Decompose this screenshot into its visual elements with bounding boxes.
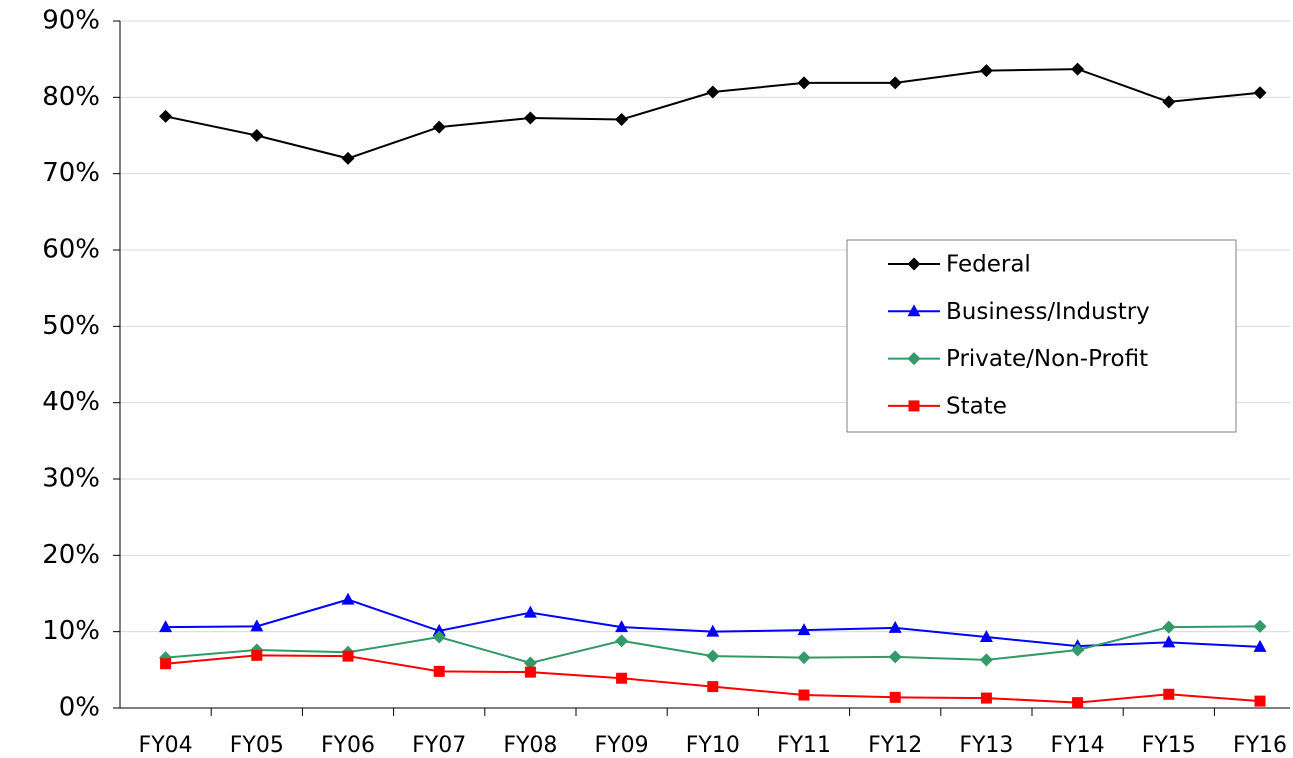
marker	[979, 630, 993, 643]
x-tick-label: FY11	[777, 733, 831, 758]
marker	[888, 76, 902, 90]
legend: Federal Business/Industry Private/Non-Prof…	[846, 239, 1237, 433]
y-tick-label: 90%	[42, 6, 100, 36]
x-tick-label: FY08	[503, 733, 557, 758]
marker	[797, 623, 811, 636]
legend-label: Federal	[946, 252, 1031, 278]
marker	[1072, 697, 1084, 709]
marker	[524, 666, 536, 678]
series-line	[165, 598, 1261, 648]
y-tick-label: 30%	[42, 464, 100, 494]
marker	[616, 672, 628, 684]
legend-label: Business/Industry	[946, 299, 1150, 325]
y-tick-label: 10%	[42, 616, 100, 646]
x-tick-label: FY10	[686, 733, 740, 758]
marker	[798, 689, 810, 701]
marker	[979, 653, 993, 667]
marker	[908, 400, 920, 412]
legend-label: State	[946, 393, 1007, 419]
marker	[888, 650, 902, 664]
marker	[1162, 95, 1176, 109]
marker	[523, 605, 537, 618]
x-tick-label: FY05	[230, 733, 284, 758]
marker	[1253, 639, 1267, 652]
marker	[797, 651, 811, 665]
marker	[433, 665, 445, 677]
marker	[251, 649, 263, 661]
marker	[1071, 62, 1085, 76]
marker	[342, 650, 354, 662]
x-tick-label: FY16	[1233, 733, 1287, 758]
marker	[341, 151, 355, 165]
marker	[615, 620, 629, 633]
marker	[907, 352, 921, 366]
marker	[160, 658, 172, 670]
marker	[706, 649, 720, 663]
marker	[250, 619, 264, 632]
marker	[1163, 688, 1175, 700]
marker	[1162, 635, 1176, 648]
marker	[980, 692, 992, 704]
marker	[706, 85, 720, 99]
x-tick-label: FY04	[139, 733, 193, 758]
x-tick-label: FY15	[1142, 733, 1196, 758]
marker	[159, 109, 173, 123]
x-tick-label: FY09	[595, 733, 649, 758]
y-tick-label: 60%	[42, 235, 100, 265]
marker	[889, 691, 901, 703]
marker	[1071, 643, 1085, 657]
marker	[907, 304, 921, 317]
marker	[432, 630, 446, 644]
x-tick-label: FY07	[412, 733, 466, 758]
marker	[1253, 86, 1267, 100]
marker	[706, 624, 720, 637]
marker	[159, 620, 173, 633]
marker	[979, 64, 993, 78]
y-tick-label: 80%	[42, 82, 100, 112]
marker	[432, 623, 446, 636]
x-tick-label: FY14	[1051, 733, 1105, 758]
y-tick-label: 0%	[59, 693, 100, 723]
x-tick-label: FY12	[868, 733, 922, 758]
marker	[523, 656, 537, 670]
x-tick-label: FY06	[321, 733, 375, 758]
series-line	[165, 68, 1261, 160]
marker	[907, 257, 921, 271]
marker	[797, 76, 811, 90]
marker	[888, 620, 902, 633]
marker	[615, 634, 629, 648]
marker	[615, 112, 629, 126]
marker	[707, 681, 719, 693]
marker	[1254, 695, 1266, 707]
y-tick-label: 20%	[42, 540, 100, 570]
marker	[1162, 620, 1176, 634]
x-tick-label: FY13	[959, 733, 1013, 758]
marker	[432, 120, 446, 134]
marker	[1253, 619, 1267, 633]
marker	[523, 111, 537, 125]
legend-label: Private/Non-Profit	[946, 346, 1148, 372]
y-tick-label: 50%	[42, 311, 100, 341]
y-tick-label: 40%	[42, 387, 100, 417]
y-tick-label: 70%	[42, 158, 100, 188]
marker	[341, 592, 355, 605]
marker	[250, 129, 264, 142]
legend-box	[846, 239, 1237, 433]
